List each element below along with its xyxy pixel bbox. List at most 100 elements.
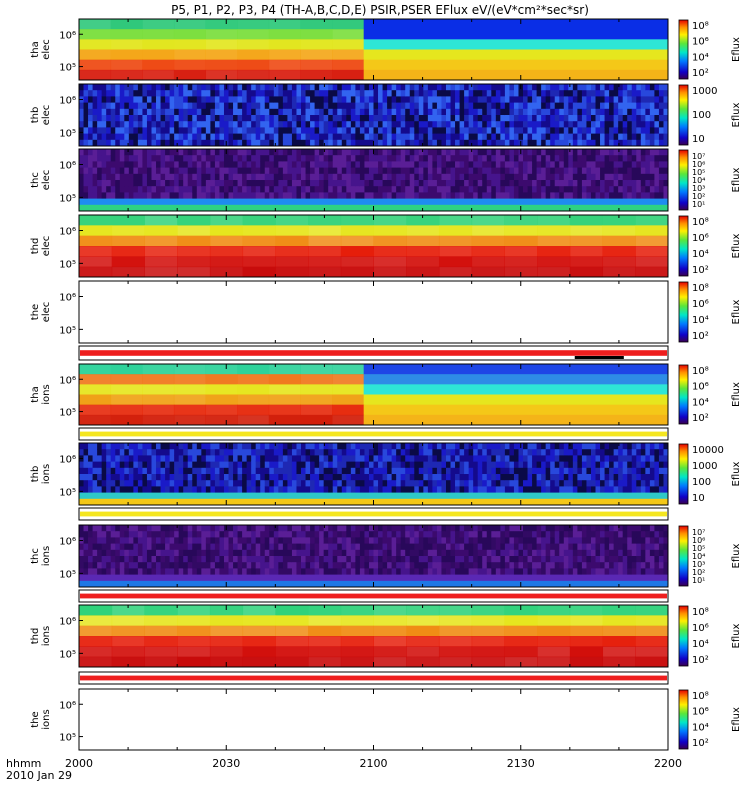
heatmap-cell (142, 180, 148, 187)
heatmap-cell (423, 537, 429, 544)
heatmap-cell (649, 531, 655, 538)
heatmap-cell (142, 102, 148, 110)
heatmap-cell (88, 467, 93, 475)
heatmap-cell (210, 173, 216, 181)
heatmap-cell (477, 90, 483, 97)
heatmap-cell (88, 480, 93, 487)
heatmap-cell (301, 115, 306, 122)
heatmap-cell (405, 537, 411, 544)
heatmap-cell (251, 474, 257, 481)
heatmap-cell (459, 480, 465, 487)
heatmap-cell (201, 108, 207, 116)
heatmap-cell (455, 161, 460, 168)
heatmap-cell (604, 139, 610, 147)
heatmap-cell (328, 562, 334, 569)
heatmap-cell (604, 96, 610, 103)
heatmap-cell (219, 133, 225, 141)
heatmap-cell (631, 115, 637, 122)
heatmap-cell (233, 102, 238, 110)
heatmap-cell (568, 108, 574, 116)
heatmap-cell (459, 449, 465, 456)
heatmap-cell (504, 133, 510, 141)
heatmap-cell (627, 96, 633, 103)
heatmap-cell (427, 149, 433, 156)
heatmap-cell (491, 549, 497, 557)
heatmap-cell (151, 461, 157, 469)
heatmap-cell (545, 455, 551, 462)
heatmap-cell (201, 486, 207, 493)
heatmap-cell (482, 90, 488, 97)
heatmap-cell (550, 167, 556, 175)
heatmap-cell (532, 102, 538, 110)
heatmap-cell (305, 84, 311, 91)
heatmap-cell (595, 161, 601, 168)
heatmap-cell (509, 480, 515, 487)
heatmap-cell (146, 474, 152, 481)
heatmap-cell (128, 186, 134, 193)
heatmap-cell (405, 486, 411, 493)
heatmap-cell (604, 108, 610, 116)
heatmap-cell (541, 90, 547, 97)
heatmap-cell (581, 480, 587, 487)
heatmap-cell (518, 155, 524, 162)
heatmap-cell (260, 115, 266, 122)
colorbar-tick-label: 10⁸ (692, 283, 709, 294)
heatmap-cell (400, 531, 406, 538)
heatmap-cell (409, 549, 415, 557)
heatmap-cell (196, 173, 202, 181)
heatmap-cell (518, 180, 524, 187)
heatmap-cell (133, 474, 139, 481)
heatmap-cell (414, 127, 420, 134)
heatmap-cell (350, 192, 356, 199)
heatmap-cell (387, 84, 393, 91)
heatmap-cell (228, 90, 234, 97)
heatmap-cell (350, 443, 356, 450)
heatmap-cell (432, 121, 438, 128)
heatmap-cell (586, 139, 592, 147)
heatmap-cell (301, 443, 306, 450)
heatmap-cell (459, 562, 465, 569)
heatmap-cell (563, 108, 569, 116)
heatmap-cell (142, 127, 148, 134)
heatmap-cell (527, 556, 533, 563)
heatmap-cell (296, 474, 302, 481)
heatmap-cell (414, 467, 420, 475)
heatmap-cell (83, 531, 89, 538)
heatmap-cell (196, 192, 202, 199)
heatmap-cell (205, 537, 211, 544)
heatmap-cell (473, 449, 479, 456)
heatmap-cell (409, 480, 415, 487)
heatmap-cell (409, 127, 415, 134)
heatmap-cell (513, 139, 519, 147)
heatmap-cell (450, 568, 456, 575)
heatmap-cell (486, 127, 492, 134)
heatmap-cell (378, 486, 383, 493)
heatmap-cell (471, 235, 505, 247)
heatmap-cell (287, 115, 293, 122)
heatmap-cell (631, 180, 637, 187)
heatmap-cell (568, 139, 574, 147)
heatmap-cell (459, 161, 465, 168)
colorbar (678, 84, 689, 146)
heatmap-cell (359, 102, 365, 110)
heatmap-cell (146, 96, 152, 103)
heatmap-cell (151, 180, 157, 187)
heatmap-cell (264, 149, 270, 156)
heatmap-cell (640, 467, 646, 475)
heatmap-cell (436, 537, 442, 544)
heatmap-cell (106, 474, 112, 481)
heatmap-cell (438, 215, 473, 226)
heatmap-cell (595, 480, 601, 487)
heatmap-cell (613, 449, 619, 456)
heatmap-cell (418, 102, 424, 110)
heatmap-cell (396, 102, 402, 110)
heatmap-cell (436, 149, 442, 156)
heatmap-cell (119, 531, 125, 538)
heatmap-cell (237, 180, 243, 187)
heatmap-cell (504, 102, 510, 110)
heatmap-cell (242, 96, 248, 103)
heatmap-cell (609, 186, 615, 193)
heatmap-cell (559, 486, 565, 493)
heatmap-cell (355, 102, 361, 110)
panel-ylabel: thb (30, 466, 41, 483)
